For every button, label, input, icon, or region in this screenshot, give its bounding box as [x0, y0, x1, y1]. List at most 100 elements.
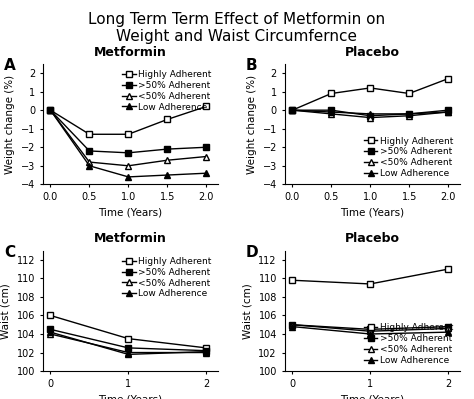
<50% Adherent: [126, 350, 131, 355]
<50% Adherent: [126, 164, 131, 168]
Low Adherence: [87, 164, 92, 168]
>50% Adherent: [406, 111, 412, 116]
Highly Adherent: [367, 85, 373, 90]
Text: C: C: [4, 245, 15, 260]
Low Adherence: [367, 111, 373, 116]
>50% Adherent: [203, 145, 209, 150]
Text: A: A: [4, 58, 16, 73]
Line: Highly Adherent: Highly Adherent: [48, 104, 209, 137]
Line: Highly Adherent: Highly Adherent: [290, 267, 451, 287]
<50% Adherent: [367, 115, 373, 120]
Low Adherence: [328, 110, 334, 115]
<50% Adherent: [87, 160, 92, 164]
Low Adherence: [290, 108, 295, 113]
<50% Adherent: [47, 108, 53, 113]
Low Adherence: [203, 349, 209, 354]
Highly Adherent: [203, 104, 209, 109]
<50% Adherent: [406, 113, 412, 118]
Y-axis label: Weight change (%): Weight change (%): [247, 75, 257, 174]
Highly Adherent: [203, 346, 209, 350]
Highly Adherent: [126, 336, 131, 341]
Low Adherence: [164, 173, 170, 178]
Y-axis label: Weight change (%): Weight change (%): [5, 75, 15, 174]
>50% Adherent: [445, 108, 451, 113]
Text: B: B: [246, 58, 257, 73]
Highly Adherent: [290, 278, 295, 282]
Line: <50% Adherent: <50% Adherent: [290, 107, 451, 120]
Highly Adherent: [47, 313, 53, 318]
Y-axis label: Waist (cm): Waist (cm): [1, 283, 11, 339]
Low Adherence: [406, 111, 412, 116]
Line: >50% Adherent: >50% Adherent: [290, 322, 451, 332]
Legend: Highly Adherent, >50% Adherent, <50% Adherent, Low Adherence: Highly Adherent, >50% Adherent, <50% Adh…: [120, 68, 213, 113]
>50% Adherent: [328, 108, 334, 113]
X-axis label: Time (Years): Time (Years): [340, 394, 404, 399]
Low Adherence: [203, 171, 209, 176]
<50% Adherent: [445, 326, 451, 331]
Legend: Highly Adherent, >50% Adherent, <50% Adherent, Low Adherence: Highly Adherent, >50% Adherent, <50% Adh…: [120, 255, 213, 300]
<50% Adherent: [328, 111, 334, 116]
>50% Adherent: [290, 322, 295, 327]
X-axis label: Time (Years): Time (Years): [98, 207, 163, 217]
<50% Adherent: [290, 322, 295, 327]
Line: Low Adherence: Low Adherence: [290, 324, 451, 337]
Highly Adherent: [328, 91, 334, 96]
Line: >50% Adherent: >50% Adherent: [290, 107, 451, 119]
<50% Adherent: [203, 154, 209, 159]
Low Adherence: [47, 330, 53, 334]
Line: <50% Adherent: <50% Adherent: [48, 331, 209, 356]
Line: Low Adherence: Low Adherence: [290, 107, 451, 117]
>50% Adherent: [87, 148, 92, 153]
Highly Adherent: [47, 108, 53, 113]
Low Adherence: [126, 174, 131, 179]
Low Adherence: [126, 352, 131, 357]
X-axis label: Time (Years): Time (Years): [98, 394, 163, 399]
Line: Highly Adherent: Highly Adherent: [48, 313, 209, 351]
Line: Highly Adherent: Highly Adherent: [290, 76, 451, 113]
<50% Adherent: [203, 350, 209, 355]
Low Adherence: [445, 330, 451, 334]
<50% Adherent: [290, 108, 295, 113]
Text: D: D: [246, 245, 259, 260]
Line: >50% Adherent: >50% Adherent: [48, 107, 209, 156]
Highly Adherent: [406, 91, 412, 96]
Highly Adherent: [445, 267, 451, 271]
>50% Adherent: [445, 324, 451, 329]
>50% Adherent: [367, 327, 373, 332]
Title: Metformin: Metformin: [94, 45, 167, 59]
Y-axis label: Waist (cm): Waist (cm): [243, 283, 253, 339]
X-axis label: Time (Years): Time (Years): [340, 207, 404, 217]
Highly Adherent: [445, 76, 451, 81]
Highly Adherent: [87, 132, 92, 137]
Low Adherence: [290, 324, 295, 329]
Highly Adherent: [164, 117, 170, 122]
<50% Adherent: [445, 110, 451, 115]
>50% Adherent: [126, 346, 131, 350]
Low Adherence: [367, 332, 373, 336]
Text: Long Term Term Effect of Metformin on
Weight and Waist Circumfernce: Long Term Term Effect of Metformin on We…: [89, 12, 385, 44]
Highly Adherent: [367, 282, 373, 286]
Line: <50% Adherent: <50% Adherent: [48, 107, 209, 168]
Line: <50% Adherent: <50% Adherent: [290, 322, 451, 334]
Title: Placebo: Placebo: [345, 45, 400, 59]
Highly Adherent: [290, 108, 295, 113]
Title: Metformin: Metformin: [94, 232, 167, 245]
>50% Adherent: [164, 147, 170, 152]
Legend: Highly Adherent, >50% Adherent, <50% Adherent, Low Adherence: Highly Adherent, >50% Adherent, <50% Adh…: [362, 322, 455, 367]
<50% Adherent: [367, 329, 373, 334]
>50% Adherent: [126, 150, 131, 155]
>50% Adherent: [203, 348, 209, 353]
Line: >50% Adherent: >50% Adherent: [48, 327, 209, 354]
>50% Adherent: [367, 113, 373, 118]
Low Adherence: [445, 110, 451, 115]
Line: Low Adherence: Low Adherence: [48, 329, 209, 357]
Title: Placebo: Placebo: [345, 232, 400, 245]
>50% Adherent: [47, 108, 53, 113]
Line: Low Adherence: Low Adherence: [48, 107, 209, 180]
Legend: Highly Adherent, >50% Adherent, <50% Adherent, Low Adherence: Highly Adherent, >50% Adherent, <50% Adh…: [362, 135, 455, 180]
<50% Adherent: [47, 332, 53, 336]
Highly Adherent: [126, 132, 131, 137]
<50% Adherent: [164, 158, 170, 163]
Low Adherence: [47, 108, 53, 113]
>50% Adherent: [290, 108, 295, 113]
